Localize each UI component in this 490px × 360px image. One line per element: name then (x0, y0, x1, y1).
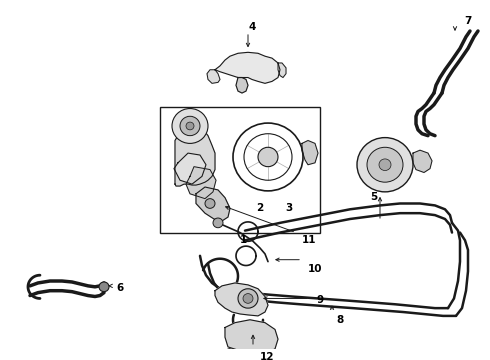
Text: 7: 7 (464, 16, 471, 26)
Circle shape (172, 108, 208, 143)
Text: 4: 4 (248, 22, 255, 32)
Polygon shape (215, 283, 268, 316)
Text: 8: 8 (336, 315, 343, 325)
Polygon shape (225, 320, 278, 354)
Circle shape (186, 122, 194, 130)
Circle shape (205, 199, 215, 208)
Text: 10: 10 (308, 264, 322, 274)
Text: 6: 6 (116, 283, 123, 293)
Text: 1: 1 (240, 235, 247, 245)
Text: 5: 5 (370, 192, 377, 202)
Polygon shape (174, 153, 206, 184)
Polygon shape (302, 140, 318, 165)
Circle shape (243, 294, 253, 303)
Circle shape (213, 218, 223, 228)
Polygon shape (207, 70, 220, 83)
Bar (160, 107, 320, 233)
Circle shape (357, 138, 413, 192)
Circle shape (258, 147, 278, 167)
Text: 2: 2 (256, 203, 263, 213)
Circle shape (180, 116, 200, 136)
Circle shape (238, 289, 258, 308)
Polygon shape (196, 187, 230, 221)
Text: 11: 11 (302, 235, 317, 245)
Circle shape (379, 159, 391, 171)
Polygon shape (236, 77, 248, 93)
Text: 9: 9 (316, 296, 323, 305)
Polygon shape (278, 63, 286, 77)
Polygon shape (413, 150, 432, 172)
Text: 3: 3 (285, 203, 292, 213)
Polygon shape (186, 167, 216, 199)
Text: 12: 12 (260, 352, 274, 360)
Polygon shape (175, 128, 215, 186)
Circle shape (367, 147, 403, 182)
Circle shape (99, 282, 109, 292)
Polygon shape (215, 52, 280, 83)
